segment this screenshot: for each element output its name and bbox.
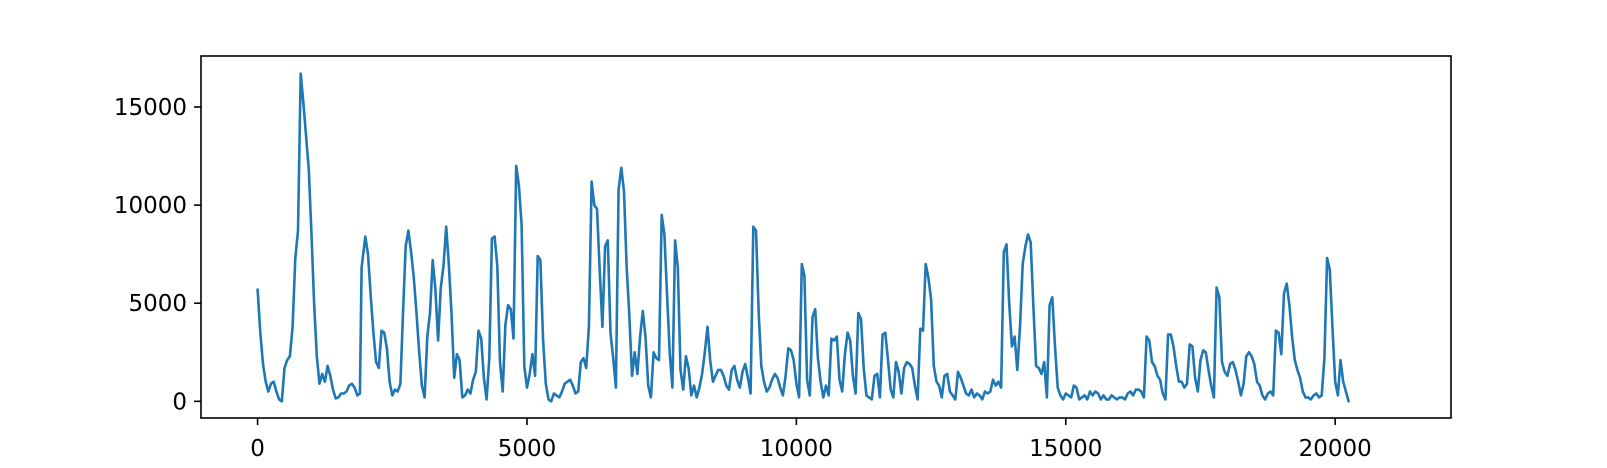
y-tick-label: 10000 (114, 193, 187, 219)
y-tick-label: 5000 (128, 291, 187, 317)
x-tick-label: 0 (250, 436, 265, 462)
x-tick-label: 5000 (498, 436, 557, 462)
x-tick-label: 10000 (760, 436, 833, 462)
x-tick-label: 15000 (1029, 436, 1102, 462)
axis-ticks: 0 5000 10000 15000 20000 0 5000 10000 15000 (114, 95, 1372, 462)
y-tick-label: 0 (172, 389, 187, 415)
axes-frame (200, 55, 1452, 419)
series-line (256, 72, 1350, 403)
y-tick-label: 15000 (114, 95, 187, 121)
x-tick-label: 20000 (1299, 436, 1372, 462)
